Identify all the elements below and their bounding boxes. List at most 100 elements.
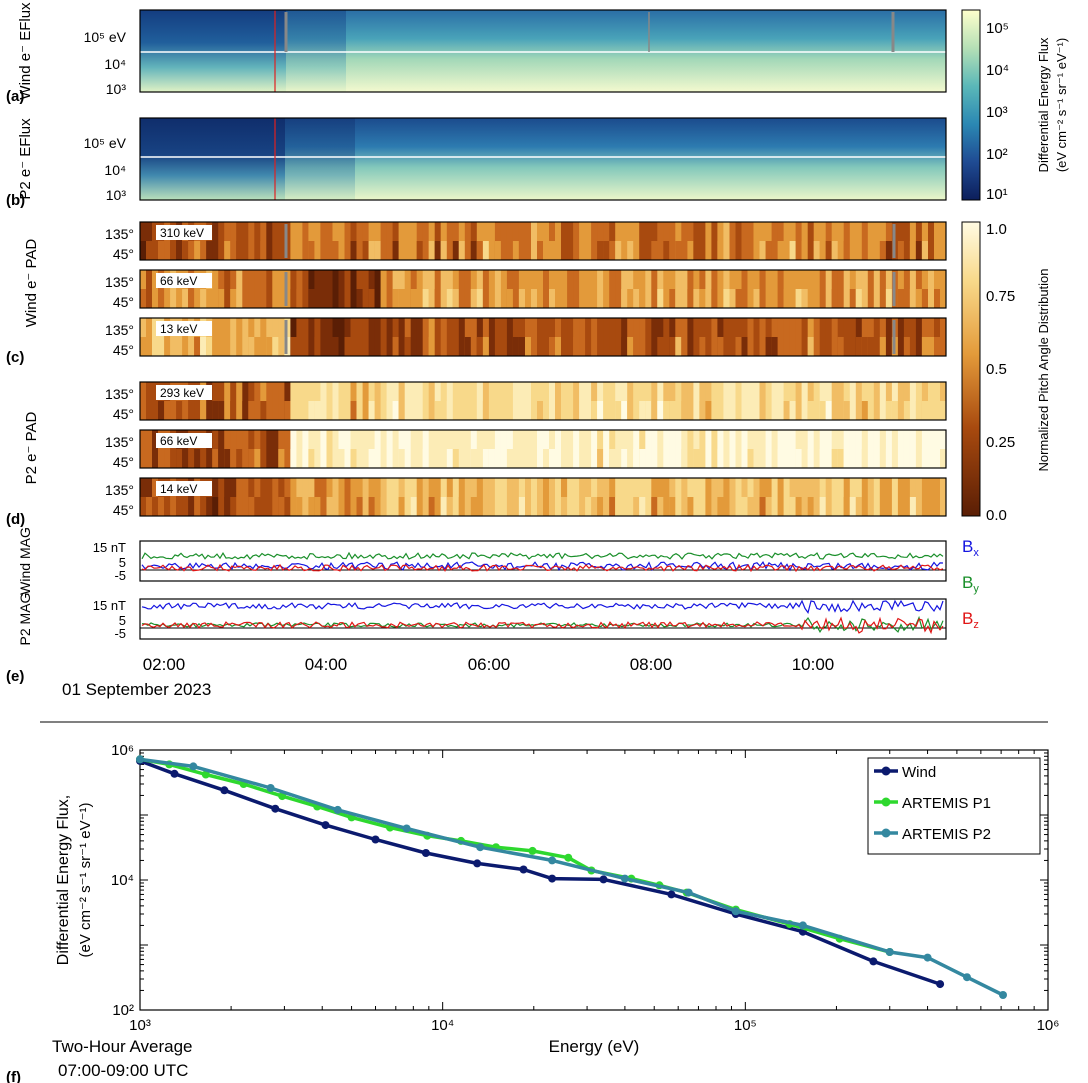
ytick: 5 [119, 555, 126, 570]
panel-label-c: (c) [6, 349, 24, 366]
data-point [731, 907, 740, 916]
note-time: 07:00-09:00 UTC [58, 1061, 188, 1080]
ytick: 10⁵ eV [84, 135, 127, 151]
data-point [667, 890, 676, 899]
data-point [936, 980, 945, 989]
legend-label-wind: Wind [902, 764, 936, 781]
pad-panel: 14 keV 135° 45° [105, 477, 947, 518]
data-point [528, 846, 537, 855]
ytick: 135° [105, 274, 134, 290]
colorbar-tick: 0.5 [986, 361, 1007, 378]
ytick: 10² [112, 1002, 134, 1019]
data-point [599, 875, 608, 884]
panel-e-mag [139, 540, 947, 640]
panel-d-ylabel: P2 e⁻ PAD [23, 411, 40, 484]
data-point [333, 805, 342, 814]
ytick: 5 [119, 613, 126, 628]
data-point [620, 874, 629, 883]
date-label: 01 September 2023 [62, 680, 211, 699]
ytick: 45° [113, 342, 134, 358]
series-artemis-p2 [136, 755, 1007, 999]
pad-energy-label: 66 keV [160, 434, 197, 448]
panel-a-ylabel: Wind e⁻ EFlux [17, 2, 34, 100]
panel-label-a: (a) [6, 88, 24, 105]
ytick: 10⁶ [111, 742, 134, 759]
mag-trace-bz [141, 616, 944, 635]
pad-panel: 66 keV 135° 45° [105, 429, 947, 470]
data-point [963, 973, 971, 982]
pad-energy-label: 13 keV [160, 322, 197, 336]
xtick: 04:00 [305, 655, 348, 674]
colorbar-tick: 10⁴ [986, 62, 1009, 79]
xtick: 06:00 [468, 655, 511, 674]
data-point [371, 835, 380, 844]
legend-label-p1: ARTEMIS P1 [902, 795, 991, 812]
legend-marker [881, 797, 891, 807]
xtick: 10:00 [792, 655, 835, 674]
data-point [999, 991, 1007, 999]
mag-trace-by [141, 551, 944, 560]
colorbar-tick: 1.0 [986, 221, 1007, 238]
ytick: 10⁴ [104, 162, 126, 178]
data-point [923, 953, 932, 962]
data-point [271, 804, 280, 813]
data-point [220, 786, 229, 795]
ytick: 10⁴ [111, 872, 134, 889]
data-point [548, 874, 557, 883]
ytick: -5 [114, 568, 126, 583]
ytick: 45° [113, 294, 134, 310]
xtick: 10⁵ [734, 1017, 757, 1034]
legend-marker [881, 828, 891, 838]
colorbar-label: Normalized Pitch Angle Distribution [1036, 268, 1051, 471]
data-point [201, 770, 210, 779]
pad-panel: 13 keV 135° 45° [105, 317, 947, 358]
pad-energy-label: 14 keV [160, 482, 197, 496]
pad-energy-label: 66 keV [160, 274, 197, 288]
panel-label-d: (d) [6, 511, 25, 528]
ytick: 135° [105, 226, 134, 242]
ytick: 45° [113, 502, 134, 518]
panel-e-ylabel-wind: Wind MAG [17, 527, 33, 595]
legend-by: By [962, 573, 979, 595]
ytick: 135° [105, 322, 134, 338]
mag-trace-bx [141, 599, 944, 614]
ytick: -5 [114, 626, 126, 641]
panel-c-ylabel: Wind e⁻ PAD [23, 239, 40, 328]
ytick: 135° [105, 386, 134, 402]
pad-energy-label: 310 keV [160, 226, 204, 240]
panel-f-ylabel: Differential Energy Flux, [55, 795, 72, 965]
panel-f-ylabel-units: (eV cm⁻² s⁻¹ sr⁻¹ eV⁻¹) [77, 803, 94, 958]
legend-bx: Bx [962, 537, 979, 559]
ytick: 45° [113, 406, 134, 422]
panel-b-p2-eflux [139, 117, 947, 201]
mag-trace-bx [141, 560, 944, 572]
panel-label-e: (e) [6, 668, 24, 685]
colorbar-units: (eV cm⁻² s⁻¹ sr⁻¹ eV⁻¹) [1054, 38, 1069, 172]
colorbar-tick: 10¹ [986, 186, 1008, 203]
ytick: 15 nT [93, 598, 126, 613]
data-point [684, 888, 693, 897]
colorbar-tick: 10² [986, 146, 1008, 163]
data-point [473, 859, 482, 868]
legend-label-p2: ARTEMIS P2 [902, 826, 991, 843]
ytick: 10⁴ [104, 56, 126, 72]
panel-label-b: (b) [6, 192, 25, 209]
pad-panels: 310 keV 135° 45° 66 keV 135° 45° 13 keV 135° 45°… [105, 221, 947, 518]
colorbar-eflux: 10⁵ 10⁴ 10³ 10² 10¹ Differential Energy … [961, 9, 1069, 203]
data-point [885, 948, 894, 956]
pad-panel: 310 keV 135° 45° [105, 221, 947, 262]
xtick: 10⁶ [1037, 1017, 1060, 1034]
pad-panel: 66 keV 135° 45° [105, 269, 947, 310]
data-point [189, 762, 198, 771]
data-point [548, 856, 557, 865]
ytick: 15 nT [93, 540, 126, 555]
data-point [321, 821, 330, 830]
xtick: 08:00 [630, 655, 673, 674]
panel-e-ylabel-p2: P2 MAG [17, 593, 33, 646]
colorbar-tick: 0.25 [986, 434, 1015, 451]
xtick: 02:00 [143, 655, 186, 674]
legend [867, 757, 1041, 855]
panel-f-spectrum: 10³ 10⁴ 10⁵ 10⁶ 10⁶ 10⁴ 10² [111, 742, 1060, 1034]
colorbar-label: Differential Energy Flux [1036, 37, 1051, 172]
